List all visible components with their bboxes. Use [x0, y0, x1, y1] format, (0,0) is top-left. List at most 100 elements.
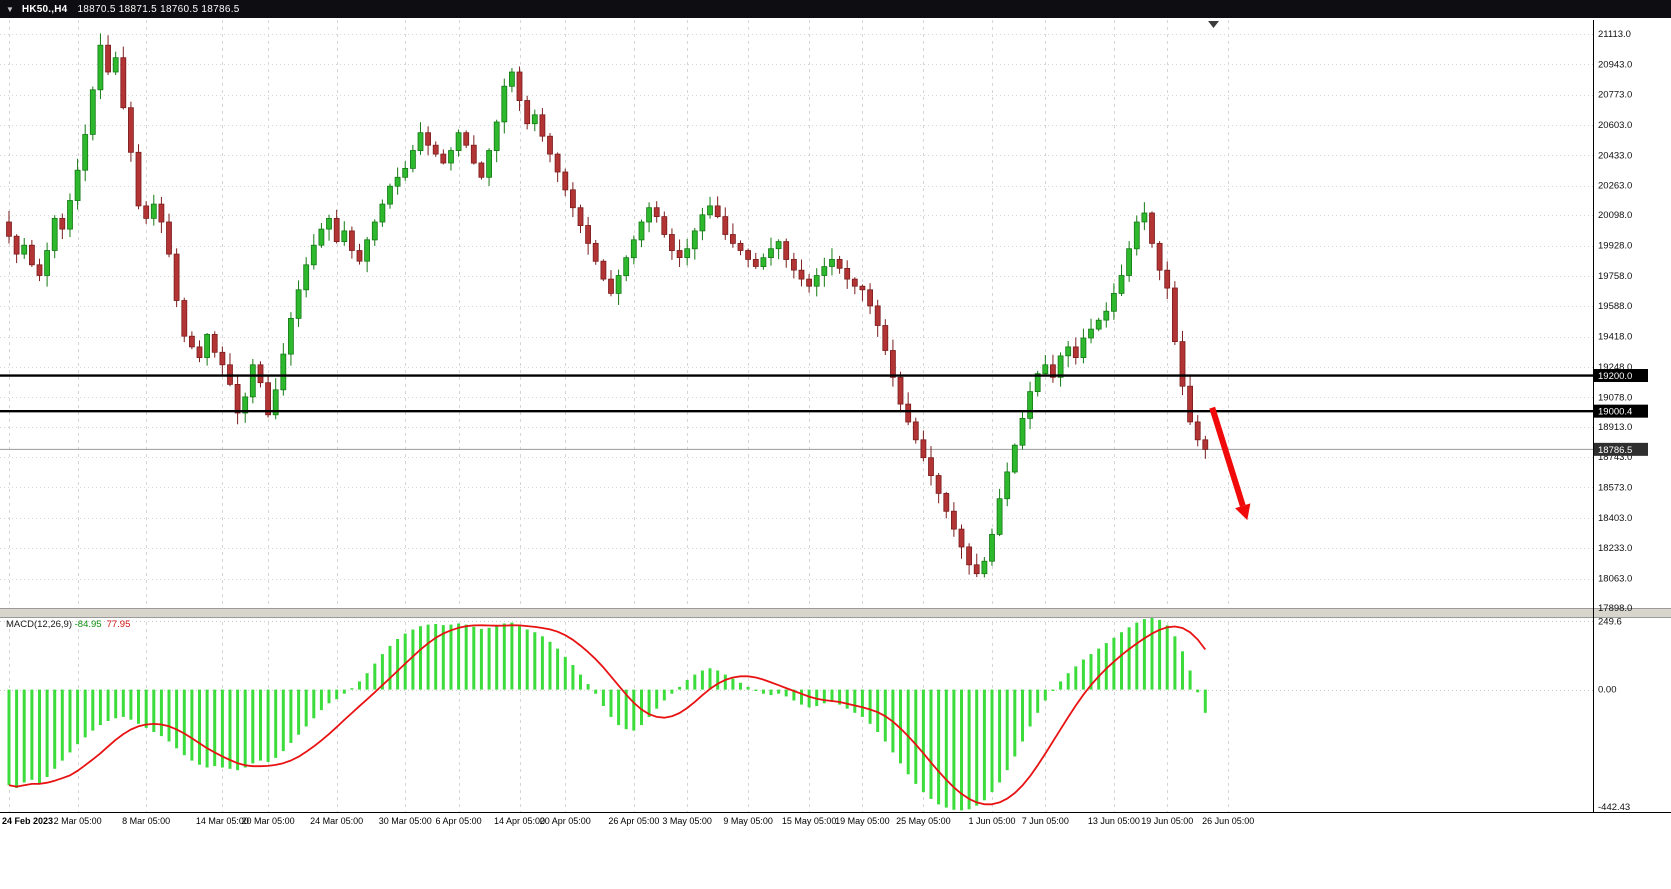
- macd-histogram-bar: [281, 689, 285, 752]
- candle: [539, 108, 546, 142]
- level-price-tag[interactable]: 19000.4: [1594, 404, 1648, 418]
- macd-histogram-bar: [670, 689, 674, 694]
- candle: [219, 346, 226, 377]
- price-axis-label: 21113.0: [1598, 29, 1631, 40]
- macd-histogram-bar: [236, 689, 240, 771]
- macd-histogram-bar: [982, 689, 986, 801]
- candle: [486, 148, 493, 186]
- bid-price-tag[interactable]: 18786.5: [1594, 442, 1648, 456]
- macd-histogram-bar: [68, 689, 72, 753]
- candle: [44, 242, 50, 287]
- candle: [714, 196, 721, 219]
- candle: [547, 133, 553, 163]
- candle: [1133, 215, 1140, 256]
- candle: [371, 219, 378, 246]
- candle: [1179, 330, 1186, 396]
- macd-histogram-bar: [723, 674, 727, 690]
- ohlc-readout: 18870.5 18871.5 18760.5 18786.5: [77, 3, 240, 15]
- macd-histogram-bar: [998, 689, 1002, 783]
- macd-histogram-bar: [403, 633, 407, 690]
- macd-histogram-bar: [60, 689, 64, 761]
- svg-text:19200.0: 19200.0: [1598, 371, 1632, 382]
- candle: [524, 95, 531, 130]
- time-axis-label: 3 May 05:00: [662, 816, 712, 826]
- macd-histogram-bar: [502, 623, 506, 690]
- macd-histogram-bar: [975, 689, 979, 806]
- macd-histogram-bar: [1158, 619, 1162, 690]
- macd-histogram-bar: [853, 689, 857, 713]
- macd-axis-label: 249.6: [1598, 616, 1622, 627]
- macd-histogram-bar: [342, 689, 346, 694]
- candle: [516, 66, 523, 111]
- price-axis-label: 19588.0: [1598, 301, 1632, 312]
- candle: [737, 240, 744, 256]
- candle: [234, 375, 241, 425]
- macd-histogram-bar: [876, 689, 880, 732]
- macd-histogram-bar: [83, 689, 87, 738]
- price-axis-label: 19078.0: [1598, 392, 1632, 403]
- macd-histogram-bar: [38, 689, 41, 784]
- candle: [989, 528, 995, 566]
- panel-separator[interactable]: [0, 608, 1671, 618]
- time-axis-label: 26 Jun 05:00: [1202, 816, 1254, 826]
- macd-axis-label: 0.00: [1598, 685, 1617, 696]
- macd-histogram-bar: [144, 689, 148, 728]
- macd-histogram-bar: [678, 686, 682, 690]
- chart-canvas[interactable]: 21113.0 20943.0 20773.0 20603.0 20433.0 20263…: [0, 18, 1671, 889]
- candle: [1011, 443, 1018, 474]
- candle: [653, 201, 660, 223]
- candle: [600, 259, 607, 282]
- macd-histogram-bar: [22, 689, 26, 783]
- macd-histogram-bar: [693, 674, 697, 690]
- candle: [684, 238, 691, 266]
- macd-histogram-bar: [548, 641, 552, 690]
- candle: [1057, 352, 1064, 387]
- time-axis-label: 20 Mar 05:00: [242, 816, 295, 826]
- time-axis-label: 24 Feb 2023: [2, 816, 53, 826]
- candle: [326, 214, 332, 241]
- level-price-tag[interactable]: 19200.0: [1594, 369, 1648, 383]
- macd-histogram-bar: [487, 627, 491, 690]
- candle: [951, 502, 957, 537]
- macd-histogram-bar: [228, 689, 232, 769]
- candle: [387, 183, 393, 209]
- macd-histogram-bar: [1196, 689, 1200, 693]
- down-trend-arrow[interactable]: [1209, 406, 1251, 521]
- macd-histogram-bar: [929, 689, 933, 799]
- candle: [844, 260, 851, 289]
- macd-histogram-bar: [289, 689, 293, 743]
- candle: [806, 274, 812, 293]
- macd-histogram-bar: [937, 689, 941, 805]
- candle: [470, 135, 477, 165]
- macd-histogram-bar: [137, 689, 140, 724]
- macd-histogram-bar: [457, 623, 461, 690]
- candle: [89, 86, 96, 141]
- candle: [432, 141, 439, 157]
- chart-shift-marker-icon[interactable]: [1208, 21, 1219, 28]
- candle: [562, 168, 569, 197]
- macd-histogram-bar: [1005, 689, 1009, 771]
- macd-histogram-bar: [1097, 648, 1101, 690]
- macd-histogram-bar: [297, 689, 301, 735]
- price-axis-label: 20943.0: [1598, 59, 1632, 70]
- macd-histogram-bar: [640, 689, 643, 726]
- candle: [699, 207, 706, 241]
- candle: [440, 149, 447, 165]
- candle: [1126, 241, 1132, 282]
- candle: [242, 392, 249, 423]
- chart-menu-caret-icon[interactable]: ▼: [6, 4, 14, 14]
- macd-histogram-bar: [472, 626, 476, 690]
- candle: [1072, 337, 1079, 365]
- candle: [813, 268, 820, 297]
- time-axis-label: 15 May 05:00: [782, 816, 837, 826]
- candle: [150, 194, 157, 226]
- candle: [166, 213, 172, 258]
- macd-histogram-bar: [114, 689, 118, 719]
- macd-histogram-bar: [761, 689, 765, 694]
- macd-axis-label: -442.43: [1598, 802, 1630, 813]
- candle: [623, 255, 630, 282]
- macd-histogram-bar: [617, 689, 621, 726]
- candle: [364, 236, 371, 273]
- macd-histogram-bar: [525, 629, 529, 690]
- macd-histogram-bar: [304, 689, 308, 727]
